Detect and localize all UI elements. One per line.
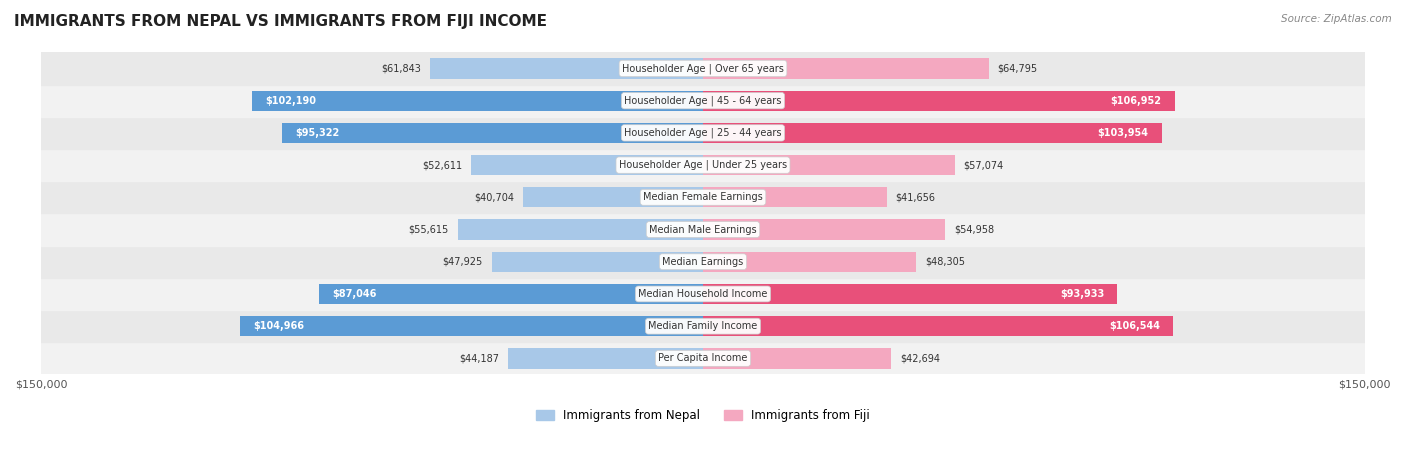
Bar <box>703 219 945 240</box>
Text: $48,305: $48,305 <box>925 257 965 267</box>
Text: $95,322: $95,322 <box>295 128 340 138</box>
Bar <box>41 342 1365 375</box>
Text: Median Family Income: Median Family Income <box>648 321 758 331</box>
Text: $41,656: $41,656 <box>896 192 935 202</box>
Text: $93,933: $93,933 <box>1060 289 1104 299</box>
Bar <box>703 91 1175 111</box>
Text: $64,795: $64,795 <box>998 64 1038 73</box>
Text: $103,954: $103,954 <box>1097 128 1149 138</box>
Bar <box>41 278 1365 310</box>
Bar <box>41 52 1365 85</box>
Bar <box>41 181 1365 213</box>
Bar <box>457 219 703 240</box>
Text: $52,611: $52,611 <box>422 160 463 170</box>
Bar <box>703 123 1161 143</box>
Bar <box>252 91 703 111</box>
Bar <box>41 117 1365 149</box>
Bar <box>703 155 955 175</box>
Text: $57,074: $57,074 <box>963 160 1004 170</box>
Text: $44,187: $44,187 <box>460 354 499 363</box>
Bar <box>523 187 703 207</box>
Text: $47,925: $47,925 <box>443 257 482 267</box>
Text: Householder Age | 25 - 44 years: Householder Age | 25 - 44 years <box>624 127 782 138</box>
Bar <box>703 58 988 78</box>
Legend: Immigrants from Nepal, Immigrants from Fiji: Immigrants from Nepal, Immigrants from F… <box>531 404 875 426</box>
Text: $54,958: $54,958 <box>955 225 994 234</box>
Text: $40,704: $40,704 <box>475 192 515 202</box>
Bar <box>41 149 1365 181</box>
Text: Householder Age | Under 25 years: Householder Age | Under 25 years <box>619 160 787 170</box>
Text: Median Female Earnings: Median Female Earnings <box>643 192 763 202</box>
Bar <box>319 284 703 304</box>
Bar <box>240 316 703 336</box>
Bar <box>703 316 1173 336</box>
Text: Per Capita Income: Per Capita Income <box>658 354 748 363</box>
Bar <box>430 58 703 78</box>
Bar <box>492 252 703 272</box>
Text: Householder Age | 45 - 64 years: Householder Age | 45 - 64 years <box>624 95 782 106</box>
Bar <box>703 284 1118 304</box>
Bar <box>703 187 887 207</box>
Text: $42,694: $42,694 <box>900 354 941 363</box>
Text: $102,190: $102,190 <box>266 96 316 106</box>
Text: $106,952: $106,952 <box>1111 96 1161 106</box>
Bar <box>41 85 1365 117</box>
Text: $104,966: $104,966 <box>253 321 304 331</box>
Bar <box>703 252 917 272</box>
Bar <box>703 348 891 368</box>
Bar <box>471 155 703 175</box>
Bar <box>283 123 703 143</box>
Text: $87,046: $87,046 <box>332 289 377 299</box>
Text: $61,843: $61,843 <box>381 64 422 73</box>
Bar <box>41 213 1365 246</box>
Text: Median Male Earnings: Median Male Earnings <box>650 225 756 234</box>
Text: $106,544: $106,544 <box>1109 321 1160 331</box>
Text: Median Household Income: Median Household Income <box>638 289 768 299</box>
Text: Median Earnings: Median Earnings <box>662 257 744 267</box>
Bar <box>41 310 1365 342</box>
Bar <box>508 348 703 368</box>
Bar <box>41 246 1365 278</box>
Text: Householder Age | Over 65 years: Householder Age | Over 65 years <box>621 63 785 74</box>
Text: Source: ZipAtlas.com: Source: ZipAtlas.com <box>1281 14 1392 24</box>
Text: $55,615: $55,615 <box>409 225 449 234</box>
Text: IMMIGRANTS FROM NEPAL VS IMMIGRANTS FROM FIJI INCOME: IMMIGRANTS FROM NEPAL VS IMMIGRANTS FROM… <box>14 14 547 29</box>
